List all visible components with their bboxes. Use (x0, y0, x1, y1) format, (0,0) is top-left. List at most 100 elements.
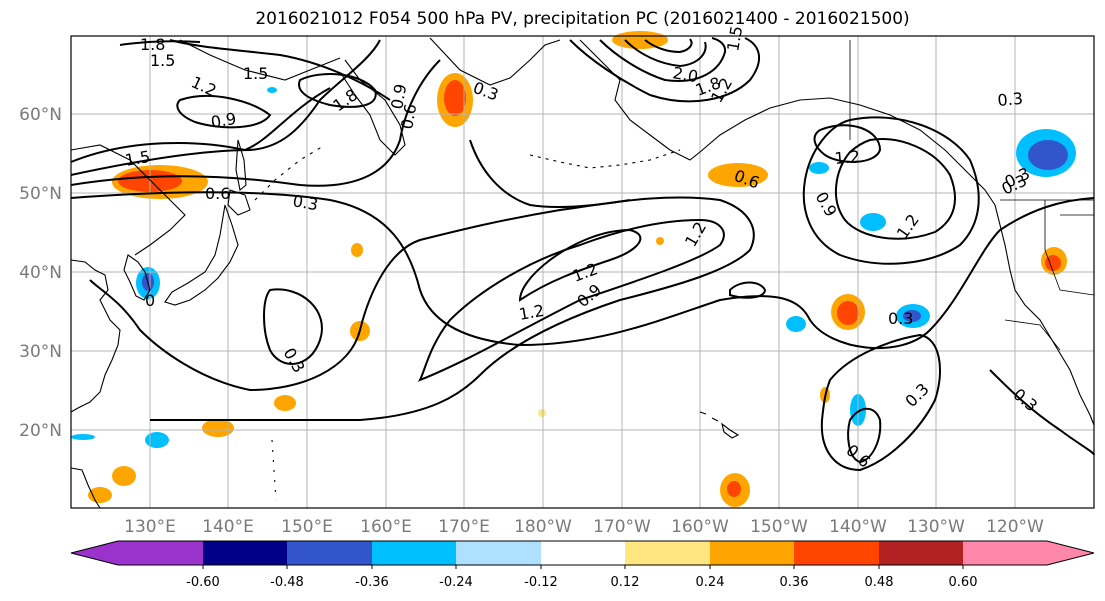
precip-blob-positive (837, 301, 859, 325)
precip-blob-positive (538, 409, 546, 417)
precip-blob-positive (274, 395, 296, 411)
siberia-coastline (179, 39, 341, 81)
colorbar-extend-max (1047, 541, 1094, 565)
colorbar-segment (203, 541, 287, 565)
kuril-islands (254, 144, 326, 201)
philippines-coastline (70, 467, 101, 509)
colorbar-segment (710, 541, 794, 565)
precip-blob-positive (656, 237, 664, 245)
aleutian-islands (529, 149, 681, 169)
colorbar-tick-label: -0.12 (524, 575, 558, 590)
lat-label: 60°N (19, 105, 62, 125)
contour-label: 0.3 (888, 309, 913, 328)
lon-label: 170°E (438, 517, 490, 537)
mariana-islands (271, 439, 277, 501)
pv-contour-1.2 (518, 228, 642, 302)
pv-contour-1.8 (599, 37, 727, 82)
pv-contour-0.9 (802, 116, 980, 265)
precip-blob-negative (71, 434, 95, 440)
lon-label: 130°W (907, 517, 965, 537)
colorbar-tick-label: -0.24 (439, 575, 473, 590)
precip-blob-positive (612, 31, 668, 49)
lon-label: 160°W (671, 517, 729, 537)
colorbar-tick-label: 0.60 (949, 575, 978, 590)
contour-label: 0.3 (291, 191, 319, 214)
north-america-coastline (994, 204, 1095, 426)
lon-label: 160°E (360, 517, 412, 537)
baja-coastline (1004, 319, 1061, 351)
colorbar-tick-label: 0.36 (780, 575, 809, 590)
pv-contours (70, 37, 1095, 472)
contour-label: 0.9 (387, 82, 410, 110)
precip-blob-negative (903, 310, 921, 322)
pv-contour-2.0 (624, 39, 707, 68)
pv-contour-1.5 (169, 39, 391, 101)
lon-label: 180°W (514, 517, 572, 537)
pv-contour-1.2 (834, 138, 956, 240)
lon-label: 150°E (281, 517, 333, 537)
lon-label: 130°E (124, 517, 176, 537)
hawaii-island (711, 417, 719, 422)
contour-label: 1.2 (834, 147, 861, 168)
contour-label: 1.2 (517, 301, 545, 324)
lat-label: 30°N (19, 342, 62, 362)
precip-blob-positive (727, 481, 741, 497)
coastlines (70, 37, 1095, 509)
pv-contour-0.3 (729, 281, 767, 299)
colorbar-outline (70, 540, 1095, 566)
contour-label: 1.8 (140, 35, 165, 54)
colorbar-tick-label: -0.36 (355, 575, 389, 590)
korea-coastline (123, 254, 151, 301)
contour-label: 0.9 (209, 109, 237, 132)
colorbar-segment (794, 541, 879, 565)
pv-contour-0.6 (847, 407, 882, 464)
colorbar-tick-label: -0.48 (270, 575, 304, 590)
contour-label: 1.5 (150, 51, 175, 70)
pv-contour-1.8 (119, 40, 201, 46)
lat-axis-labels: 60°N 50°N 40°N 30°N 20°N (19, 105, 62, 441)
contour-label: 0.3 (997, 89, 1024, 110)
contour-label: 2.0 (671, 63, 699, 86)
precip-blob-positive (112, 466, 136, 486)
contour-label: 0.6 (205, 184, 230, 203)
colorbar-segment (118, 541, 203, 565)
contour-label: 1.5 (243, 64, 268, 83)
precip-blob-negative (786, 316, 806, 332)
colorbar-segment (625, 541, 710, 565)
contour-label: 1.5 (723, 24, 746, 52)
colorbar-segment (456, 541, 541, 565)
lat-label: 40°N (19, 263, 62, 283)
lon-label: 140°E (202, 517, 254, 537)
pv-contour-0.3 (989, 369, 1095, 456)
pv-contour-1.5 (569, 37, 760, 103)
gridlines (71, 36, 1094, 508)
hawaii-island (699, 411, 707, 415)
sakhalin-coastline (235, 139, 247, 192)
pv-contour-1.2 (70, 87, 331, 163)
precip-blob-positive (351, 243, 363, 257)
asia-coastline (70, 259, 121, 413)
precip-blob-negative (145, 432, 169, 448)
pv-contour-0.3 (820, 333, 941, 472)
pv-contour-1.2 (813, 124, 882, 163)
precip-blob-negative (809, 162, 829, 174)
contour-label: 0 (145, 291, 155, 310)
colorbar-ticks (202, 565, 964, 569)
contour-label: 0.6 (397, 102, 420, 130)
lon-label: 140°W (829, 517, 887, 537)
hawaii-island (721, 422, 740, 439)
colorbar-tick-label: 0.48 (865, 575, 894, 590)
precip-blob-negative (1028, 140, 1068, 170)
precip-blob-positive (444, 80, 466, 116)
lon-label: 120°W (986, 517, 1044, 537)
pv-contour-0.6 (70, 59, 441, 187)
lon-axis-labels: 130°E 140°E 150°E 160°E 170°E 180°W 170°… (124, 517, 1044, 537)
precip-blob-positive (708, 163, 768, 187)
chukotka-coastline (429, 37, 561, 86)
map-frame (70, 35, 1095, 509)
pv-contour-0.9 (89, 196, 755, 422)
alaska-coastline (579, 39, 996, 206)
pv-contour-0.9 (70, 39, 381, 176)
colorbar-segment (963, 541, 1047, 565)
